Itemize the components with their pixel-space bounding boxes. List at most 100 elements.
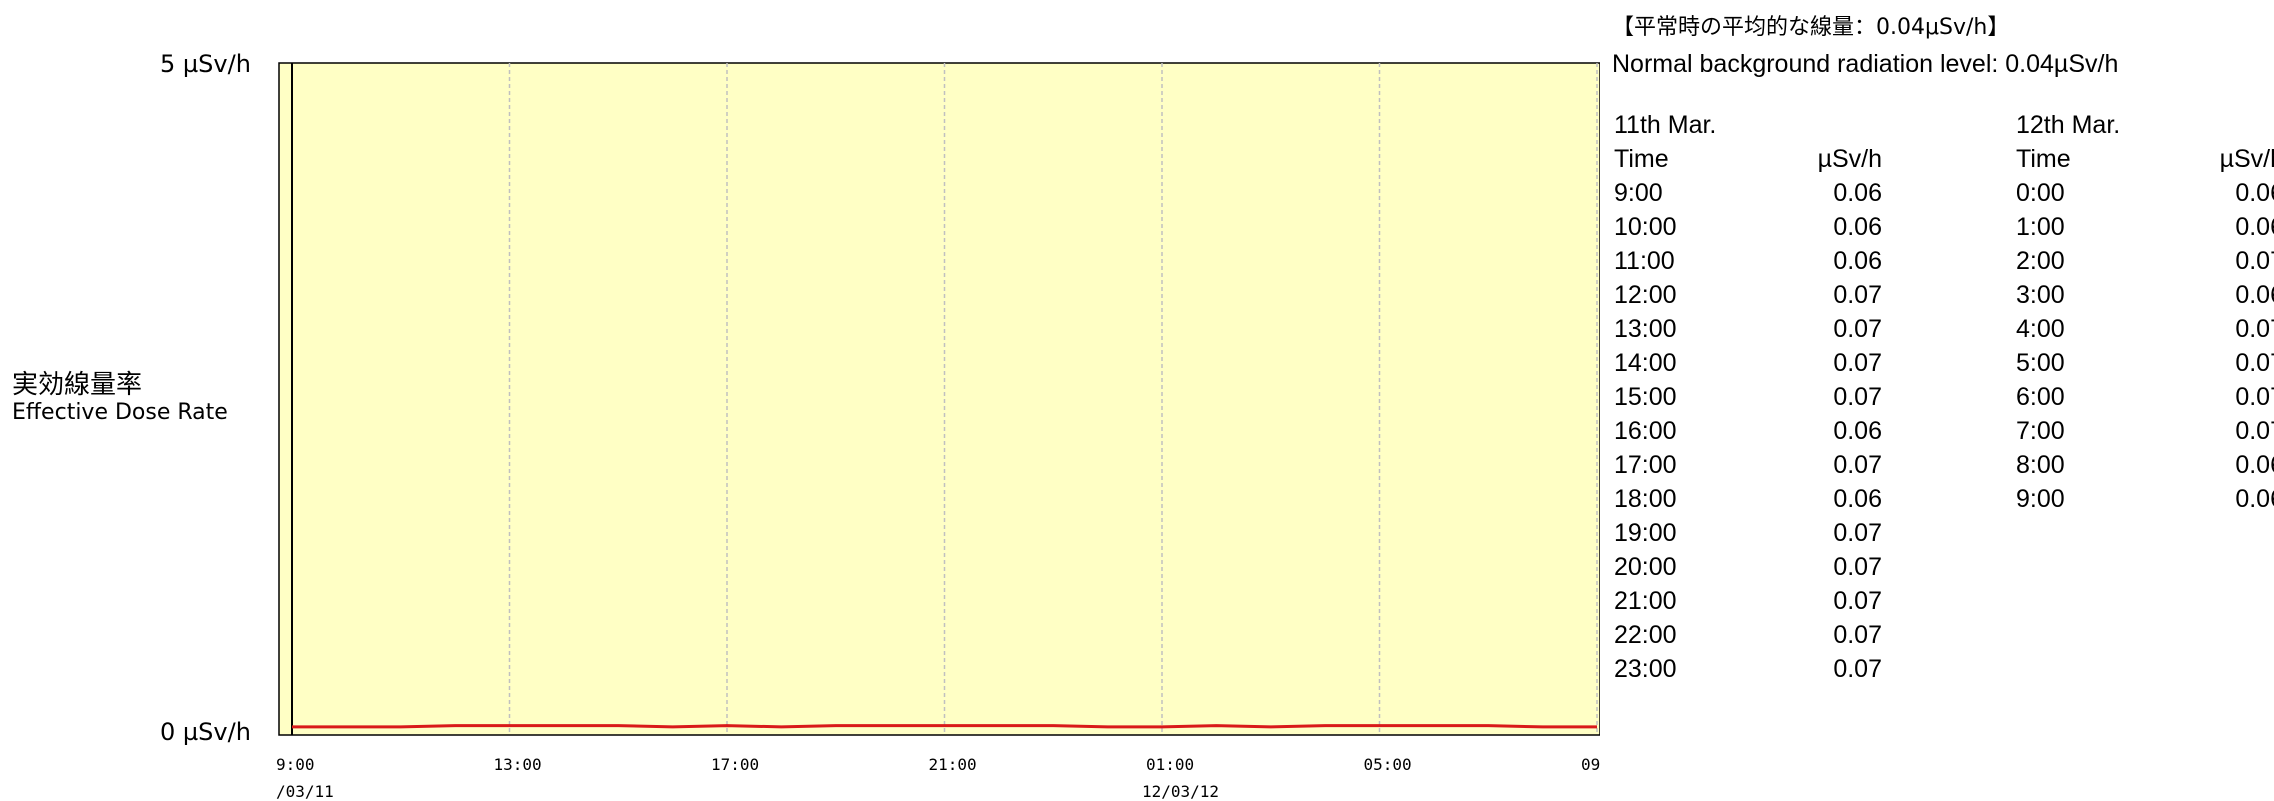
- grid-lines: [508, 63, 1598, 735]
- row-value: 0.06: [1833, 485, 1882, 513]
- table-row: 16:00 0.06: [1614, 414, 1882, 448]
- row-value: 0.07: [1833, 349, 1882, 377]
- table-row: 23:00 0.07: [1614, 652, 1882, 686]
- table-row: 5:00 0.07: [2016, 346, 2274, 380]
- x-tick-label: 21:00: [929, 755, 977, 774]
- x-tick-label: 01:00: [1146, 755, 1194, 774]
- row-value: 0.06: [2235, 485, 2274, 513]
- row-value: 0.07: [2235, 247, 2274, 275]
- row-value: 0.07: [1833, 383, 1882, 411]
- row-value: 0.07: [1833, 315, 1882, 343]
- row-value: 0.07: [2235, 349, 2274, 377]
- row-time: 10:00: [1614, 213, 1677, 241]
- row-time: 3:00: [2016, 281, 2065, 309]
- table-row: 0:00 0.06: [2016, 176, 2274, 210]
- y-tick-label-min: 0 µSv/h: [160, 718, 251, 746]
- table-row: 3:00 0.06: [2016, 278, 2274, 312]
- table-row: 1:00 0.06: [2016, 210, 2274, 244]
- plot-area: [278, 62, 1600, 736]
- y-axis-title-jp: 実効線量率: [12, 370, 143, 400]
- note-jp: 【平常時の平均的な線量：0.04μSv/h】: [1612, 15, 2010, 40]
- series-line: [292, 724, 1597, 729]
- row-value: 0.06: [1833, 179, 1882, 207]
- row-value: 0.07: [2235, 383, 2274, 411]
- row-time: 14:00: [1614, 349, 1677, 377]
- row-value: 0.07: [1833, 587, 1882, 615]
- row-time: 8:00: [2016, 451, 2065, 479]
- table-row: 8:00 0.06: [2016, 448, 2274, 482]
- table-row: 12:00 0.07: [1614, 278, 1882, 312]
- table-row: 17:00 0.07: [1614, 448, 1882, 482]
- table-row: 13:00 0.07: [1614, 312, 1882, 346]
- table-row: 7:00 0.07: [2016, 414, 2274, 448]
- x-date-label: 12/03/12: [1142, 782, 1219, 801]
- table-row: 20:00 0.07: [1614, 550, 1882, 584]
- row-time: 19:00: [1614, 519, 1677, 547]
- row-time: 6:00: [2016, 383, 2065, 411]
- dose-rate-chart: 9:00 13:00 17:00 21:00 01:00 05:00 09: /03/11 12…: [276, 62, 1600, 801]
- row-value: 0.06: [1833, 213, 1882, 241]
- row-value: 0.06: [1833, 247, 1882, 275]
- table-date: 12th Mar.: [2016, 111, 2121, 139]
- table-row: 9:00 0.06: [1614, 176, 1882, 210]
- row-time: 4:00: [2016, 315, 2065, 343]
- table-row: 2:00 0.07: [2016, 244, 2274, 278]
- row-value: 0.07: [2235, 417, 2274, 445]
- row-time: 0:00: [2016, 179, 2065, 207]
- col-time-header: Time: [2016, 145, 2071, 173]
- row-time: 9:00: [1614, 179, 1663, 207]
- row-time: 12:00: [1614, 281, 1677, 309]
- col-time-header: Time: [1614, 145, 1669, 173]
- row-value: 0.06: [1833, 417, 1882, 445]
- col-value-header: µSv/h: [1817, 145, 1882, 173]
- row-time: 18:00: [1614, 485, 1677, 513]
- row-time: 16:00: [1614, 417, 1677, 445]
- table-row: 21:00 0.07: [1614, 584, 1882, 618]
- table-row: 14:00 0.07: [1614, 346, 1882, 380]
- row-time: 22:00: [1614, 621, 1677, 649]
- row-value: 0.07: [1833, 553, 1882, 581]
- x-tick-label: 17:00: [711, 755, 759, 774]
- row-value: 0.06: [2235, 451, 2274, 479]
- note-en: Normal background radiation level: 0.04µ…: [1612, 50, 2119, 78]
- row-time: 20:00: [1614, 553, 1677, 581]
- row-value: 0.06: [2235, 213, 2274, 241]
- table-row: 9:00 0.06: [2016, 482, 2274, 516]
- table-header: Time µSv/h: [1614, 142, 1882, 176]
- row-value: 0.06: [2235, 179, 2274, 207]
- table-row: 4:00 0.07: [2016, 312, 2274, 346]
- x-tick-label: 05:00: [1364, 755, 1412, 774]
- row-time: 2:00: [2016, 247, 2065, 275]
- table-date: 11th Mar.: [1614, 111, 1717, 139]
- x-tick-label: 09:: [1581, 755, 1600, 774]
- table-row: 15:00 0.07: [1614, 380, 1882, 414]
- row-time: 11:00: [1614, 247, 1675, 275]
- x-tick-label: 9:00: [276, 755, 315, 774]
- row-time: 5:00: [2016, 349, 2065, 377]
- row-time: 13:00: [1614, 315, 1677, 343]
- x-date-label: /03/11: [276, 782, 334, 801]
- row-value: 0.06: [2235, 281, 2274, 309]
- col-value-header: µSv/h: [2219, 145, 2274, 173]
- table-row: 22:00 0.07: [1614, 618, 1882, 652]
- row-time: 7:00: [2016, 417, 2065, 445]
- x-tick-labels: 9:00 13:00 17:00 21:00 01:00 05:00 09: /03/11 12…: [276, 755, 1600, 801]
- row-value: 0.07: [1833, 519, 1882, 547]
- table-12-mar: 12th Mar. Time µSv/h 0:00 0.06 1:00 0.06 2:0…: [2016, 108, 2274, 516]
- row-value: 0.07: [1833, 281, 1882, 309]
- row-time: 9:00: [2016, 485, 2065, 513]
- row-value: 0.07: [1833, 621, 1882, 649]
- table-row: 6:00 0.07: [2016, 380, 2274, 414]
- table-row: 10:00 0.06: [1614, 210, 1882, 244]
- table-row: 11:00 0.06: [1614, 244, 1882, 278]
- y-axis-title-en: Effective Dose Rate: [12, 400, 228, 425]
- row-time: 15:00: [1614, 383, 1677, 411]
- row-value: 0.07: [1833, 655, 1882, 683]
- table-11-mar: 11th Mar. Time µSv/h 9:00 0.06 10:00 0.06 11…: [1614, 108, 1882, 686]
- row-time: 1:00: [2016, 213, 2065, 241]
- row-time: 23:00: [1614, 655, 1677, 683]
- x-tick-label: 13:00: [494, 755, 542, 774]
- table-row: 19:00 0.07: [1614, 516, 1882, 550]
- row-time: 21:00: [1614, 587, 1677, 615]
- row-value: 0.07: [1833, 451, 1882, 479]
